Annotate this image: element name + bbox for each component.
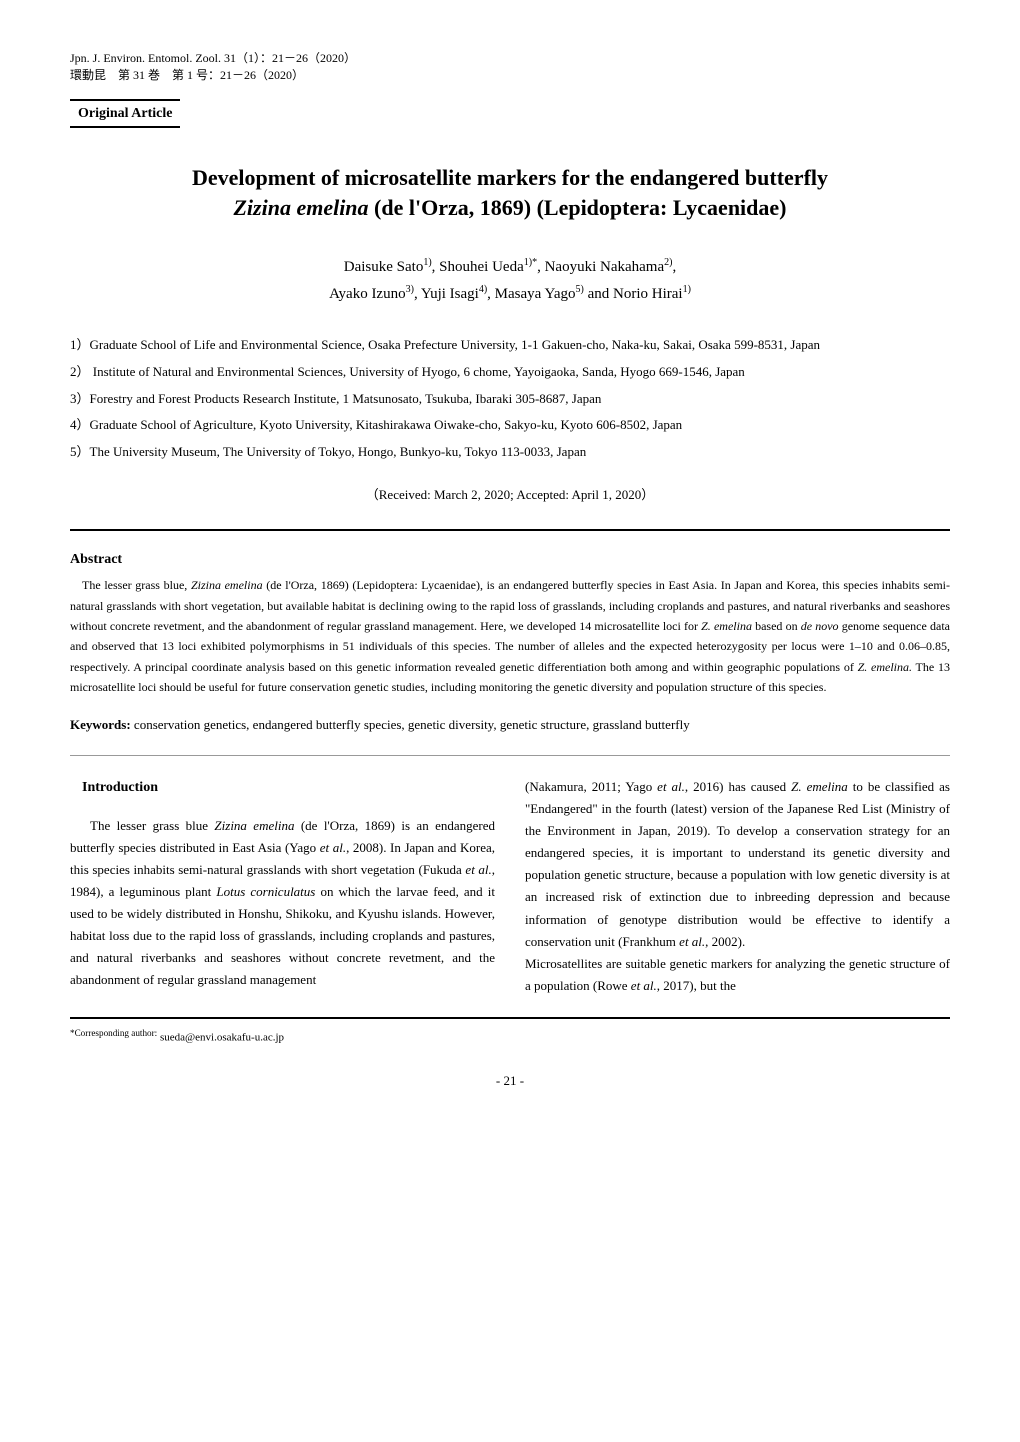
intro-l-i2: et al. [320,840,346,855]
author-3: , Naoyuki Nakahama [537,259,664,275]
article-title: Development of microsatellite markers fo… [70,163,950,225]
authors-block: Daisuke Sato1), Shouhei Ueda1)*, Naoyuki… [70,254,950,308]
affiliation-1: 1）Graduate School of Life and Environmen… [70,333,950,358]
author-1-sup: 1) [423,257,431,268]
divider-top [70,529,950,531]
author-4-sup: 3) [406,284,414,295]
intro-r-mid3: , 2002). [705,934,745,949]
author-7-sup: 1) [683,284,691,295]
abstract-mid2: based on [752,619,801,633]
abstract-pre: The lesser grass blue, [82,578,191,592]
title-line1: Development of microsatellite markers fo… [192,165,828,190]
author-5-sup: 4) [479,284,487,295]
affiliation-3: 3）Forestry and Forest Products Research … [70,387,950,412]
title-species: Zizina emelina [233,195,368,220]
right-column: (Nakamura, 2011; Yago et al., 2016) has … [525,776,950,997]
keywords-text: conservation genetics, endangered butter… [131,717,690,732]
main-content: Introduction The lesser grass blue Zizin… [70,776,950,997]
footnote-label: *Corresponding author: [70,1028,157,1038]
footnote-divider [70,1017,950,1019]
author-2-sup: 1)* [524,257,537,268]
intro-r-p2-i1: et al. [631,978,657,993]
article-type-label: Original Article [70,99,180,128]
abstract-i2: Z. emelina [701,619,752,633]
intro-r-mid2: to be classified as "Endangered" in the … [525,779,950,949]
intro-right-para1: (Nakamura, 2011; Yago et al., 2016) has … [525,776,950,953]
keywords-label: Keywords: [70,717,131,732]
intro-l-i1: Zizina emelina [214,818,294,833]
title-line2-post: (de l'Orza, 1869) (Lepidoptera: Lycaenid… [369,195,787,220]
intro-r-p2-end: , 2017), but the [657,978,736,993]
footnote-text: sueda@envi.osakafu-u.ac.jp [157,1032,284,1044]
intro-r-i3: et al. [679,934,705,949]
author-3-end: , [672,259,676,275]
intro-l-i3: et al. [465,862,491,877]
author-7: and Norio Hirai [584,286,683,302]
affiliation-5: 5）The University Museum, The University … [70,440,950,465]
intro-r-i1: et al. [657,779,685,794]
footnote: *Corresponding author: sueda@envi.osakaf… [70,1027,950,1046]
author-5: , Yuji Isagi [414,286,479,302]
introduction-heading: Introduction [82,776,495,800]
journal-line-1: Jpn. J. Environ. Entomol. Zool. 31（1）：21… [70,50,950,67]
received-dates: （Received: March 2, 2020; Accepted: Apri… [70,485,950,505]
journal-header: Jpn. J. Environ. Entomol. Zool. 31（1）：21… [70,50,950,84]
abstract-text: The lesser grass blue, Zizina emelina (d… [70,575,950,697]
intro-l-mid4: on which the larvae feed, and it used to… [70,884,495,987]
intro-left-para: The lesser grass blue Zizina emelina (de… [70,815,495,992]
author-6-sup: 5) [576,284,584,295]
intro-right-para2: Microsatellites are suitable genetic mar… [525,953,950,997]
affiliation-2: 2） Institute of Natural and Environmenta… [70,360,950,385]
intro-r-mid1: , 2016) has caused [685,779,791,794]
intro-l-pre: The lesser grass blue [90,818,214,833]
affiliation-4: 4）Graduate School of Agriculture, Kyoto … [70,413,950,438]
author-6: , Masaya Yago [487,286,575,302]
page-number: - 21 - [70,1071,950,1091]
author-2: , Shouhei Ueda [432,259,524,275]
author-4: Ayako Izuno [329,286,406,302]
left-column: Introduction The lesser grass blue Zizin… [70,776,495,997]
intro-r-p2-pre: Microsatellites are suitable genetic mar… [525,956,950,993]
intro-l-i4: Lotus corniculatus [216,884,315,899]
abstract-i1: Zizina emelina [191,578,263,592]
author-1: Daisuke Sato [344,259,424,275]
abstract-i4: Z. emelina. [858,660,912,674]
abstract-heading: Abstract [70,549,950,570]
intro-r-i2: Z. emelina [791,779,848,794]
keywords-block: Keywords: conservation genetics, endange… [70,715,950,735]
abstract-i3: de novo [801,619,839,633]
journal-line-2: 環動昆 第 31 巻 第 1 号：21－26（2020） [70,67,950,84]
affiliations-block: 1）Graduate School of Life and Environmen… [70,333,950,464]
intro-r-pre: (Nakamura, 2011; Yago [525,779,657,794]
divider-keywords [70,755,950,756]
